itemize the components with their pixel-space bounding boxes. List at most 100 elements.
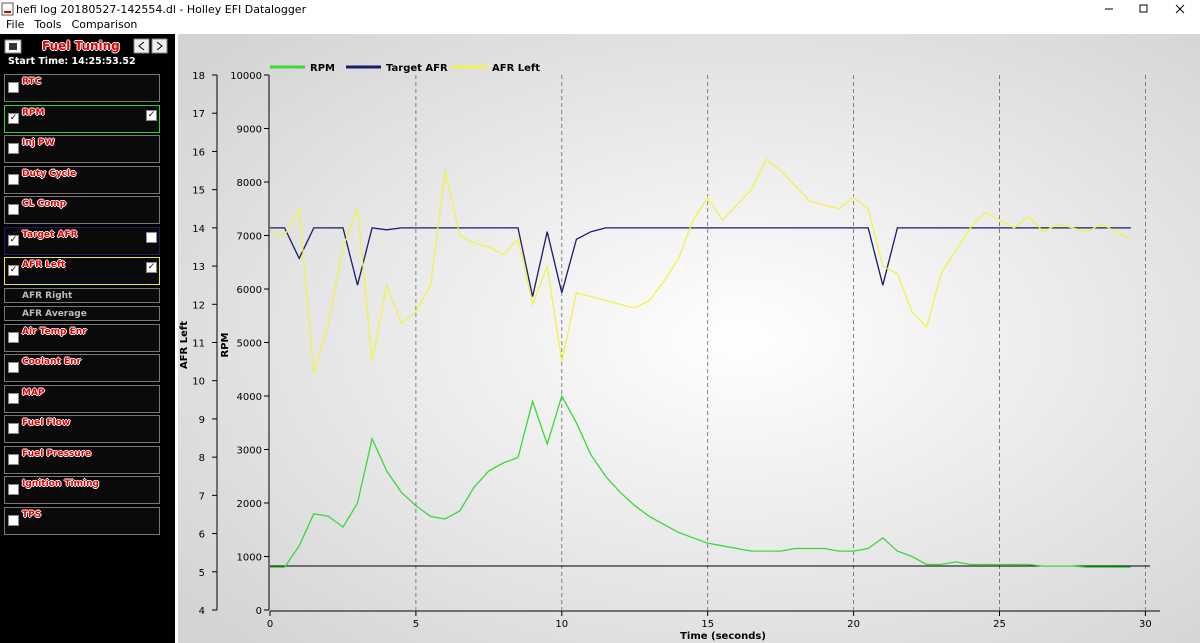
- x-tick-label: 0: [267, 619, 273, 630]
- chart: 4 5 6 7 8 9 10 11 12 13 14 15 16 17 18 0 1000 2000 3000 400…: [178, 34, 1200, 643]
- menu-item[interactable]: Tools: [34, 18, 62, 31]
- sidebar-buttons[interactable]: [0, 38, 170, 58]
- y-tick-label: 18: [192, 71, 205, 82]
- channel-row[interactable]: RPM ✓ ✓: [4, 104, 160, 133]
- channel-row[interactable]: RTC: [4, 74, 160, 102]
- channel-row[interactable]: MAP: [4, 384, 160, 413]
- channel-label: RPM: [22, 107, 45, 118]
- y-tick-label: 12: [192, 300, 205, 311]
- y2-tick-label: 5000: [237, 339, 262, 350]
- channel-checkbox[interactable]: ✓: [8, 234, 19, 246]
- channel-label: Target AFR: [22, 229, 78, 240]
- y-tick-label: 17: [192, 109, 205, 120]
- channel-row[interactable]: Inj PW: [4, 135, 160, 163]
- channel-label: Fuel Flow: [22, 418, 71, 428]
- app-icon: [1, 2, 14, 16]
- y2-tick-label: 10000: [230, 71, 262, 82]
- legend-label: Target AFR: [386, 63, 448, 74]
- channel-checkbox[interactable]: [8, 514, 19, 526]
- channel-checkbox[interactable]: [8, 331, 19, 343]
- series-line: [270, 227, 1131, 297]
- y2-tick-label: 6000: [237, 285, 262, 296]
- channel-row[interactable]: Duty Cycle: [4, 165, 160, 194]
- channel-label: MAP: [22, 387, 45, 398]
- y2-tick-label: 1000: [237, 553, 262, 564]
- channel-checkbox[interactable]: [8, 392, 19, 404]
- y-tick-label: 14: [192, 224, 205, 235]
- menu-item[interactable]: File: [6, 18, 25, 31]
- y-tick-label: 5: [199, 568, 205, 579]
- plot-checkbox[interactable]: ✓: [146, 262, 157, 273]
- channel-label: AFR Average: [22, 308, 87, 319]
- channel-label: Air Temp Enr: [22, 326, 87, 337]
- y2-tick-label: 7000: [237, 232, 262, 243]
- channel-checkbox[interactable]: [8, 82, 19, 93]
- channel-label: Inj PW: [22, 138, 55, 148]
- x-tick-label: 25: [993, 619, 1006, 630]
- channel-row[interactable]: Ignition Timing: [4, 476, 160, 504]
- menu-item[interactable]: Comparison: [71, 18, 138, 31]
- channel-row[interactable]: Fuel Pressure: [4, 445, 160, 474]
- plot-checkbox[interactable]: ✓: [146, 109, 157, 121]
- menu-bar: File Tools Comparison: [0, 18, 137, 34]
- x-tick-label: 15: [701, 619, 714, 630]
- channel-row[interactable]: CL Comp: [4, 196, 160, 224]
- channel-label: Fuel Pressure: [22, 448, 92, 459]
- sidebar: Fuel Tuning Start Time: 14:25:53.52 RTC R…: [0, 34, 175, 643]
- window-controls[interactable]: [1100, 0, 1200, 18]
- series-line: [269, 158, 1132, 374]
- y-tick-label: 10: [192, 377, 205, 388]
- channel-label: AFR Left: [22, 260, 66, 270]
- x-axis-title: Time (seconds): [680, 631, 766, 642]
- channel-label: CL Comp: [22, 199, 67, 209]
- channel-checkbox[interactable]: [8, 204, 19, 215]
- channel-label: TPS: [22, 509, 42, 520]
- channel-checkbox[interactable]: [8, 484, 19, 495]
- channel-checkbox[interactable]: [8, 423, 19, 434]
- y2-axis-title: RPM: [220, 332, 231, 357]
- y2-tick-label: 9000: [237, 125, 262, 136]
- channel-row[interactable]: AFR Right: [4, 287, 160, 303]
- channel-row[interactable]: TPS: [4, 506, 160, 535]
- channel-label: AFR Right: [22, 290, 73, 301]
- sidebar-title: Fuel Tuning: [42, 39, 120, 53]
- channel-row[interactable]: Target AFR ✓: [4, 226, 160, 255]
- channel-checkbox[interactable]: [8, 143, 19, 154]
- channel-row[interactable]: Air Temp Enr: [4, 323, 160, 352]
- y-tick-label: 7: [199, 491, 205, 502]
- channel-row[interactable]: AFR Average: [4, 305, 160, 321]
- channel-checkbox[interactable]: [8, 362, 19, 373]
- y-tick-label: 15: [192, 186, 205, 197]
- y-tick-label: 9: [199, 415, 205, 426]
- legend-label: AFR Left: [492, 63, 540, 74]
- start-time: Start Time: 14:25:53.52: [8, 56, 136, 67]
- channel-checkbox[interactable]: ✓: [8, 265, 19, 276]
- window-title: hefi log 20180527-142554.dl - Holley EFI…: [16, 3, 307, 16]
- y2-tick-label: 3000: [237, 446, 262, 457]
- y-axis-title: AFR Left: [179, 321, 190, 369]
- x-tick-label: 30: [1139, 619, 1152, 630]
- y2-tick-label: 4000: [237, 392, 262, 403]
- channel-checkbox[interactable]: ✓: [8, 112, 19, 124]
- chart-background: [178, 34, 1200, 643]
- channel-label: RTC: [22, 77, 42, 87]
- channel-checkbox[interactable]: [8, 453, 19, 465]
- legend-label: RPM: [310, 63, 335, 74]
- y-tick-label: 13: [192, 262, 205, 273]
- channel-label: Coolant Enr: [22, 357, 81, 367]
- channel-label: Ignition Timing: [22, 479, 99, 489]
- y2-tick-label: 0: [256, 606, 262, 617]
- y-tick-label: 6: [199, 530, 205, 541]
- channel-label: Duty Cycle: [22, 168, 77, 179]
- x-tick-label: 5: [413, 619, 419, 630]
- channel-row[interactable]: Fuel Flow: [4, 415, 160, 443]
- y2-tick-label: 8000: [237, 178, 262, 189]
- channel-row[interactable]: AFR Left ✓ ✓: [4, 257, 160, 285]
- x-tick-label: 10: [555, 619, 568, 630]
- y-tick-label: 11: [192, 339, 205, 350]
- plot-checkbox[interactable]: [146, 231, 157, 243]
- channel-row[interactable]: Coolant Enr: [4, 354, 160, 382]
- x-tick-label: 20: [847, 619, 860, 630]
- channel-checkbox[interactable]: [8, 173, 19, 185]
